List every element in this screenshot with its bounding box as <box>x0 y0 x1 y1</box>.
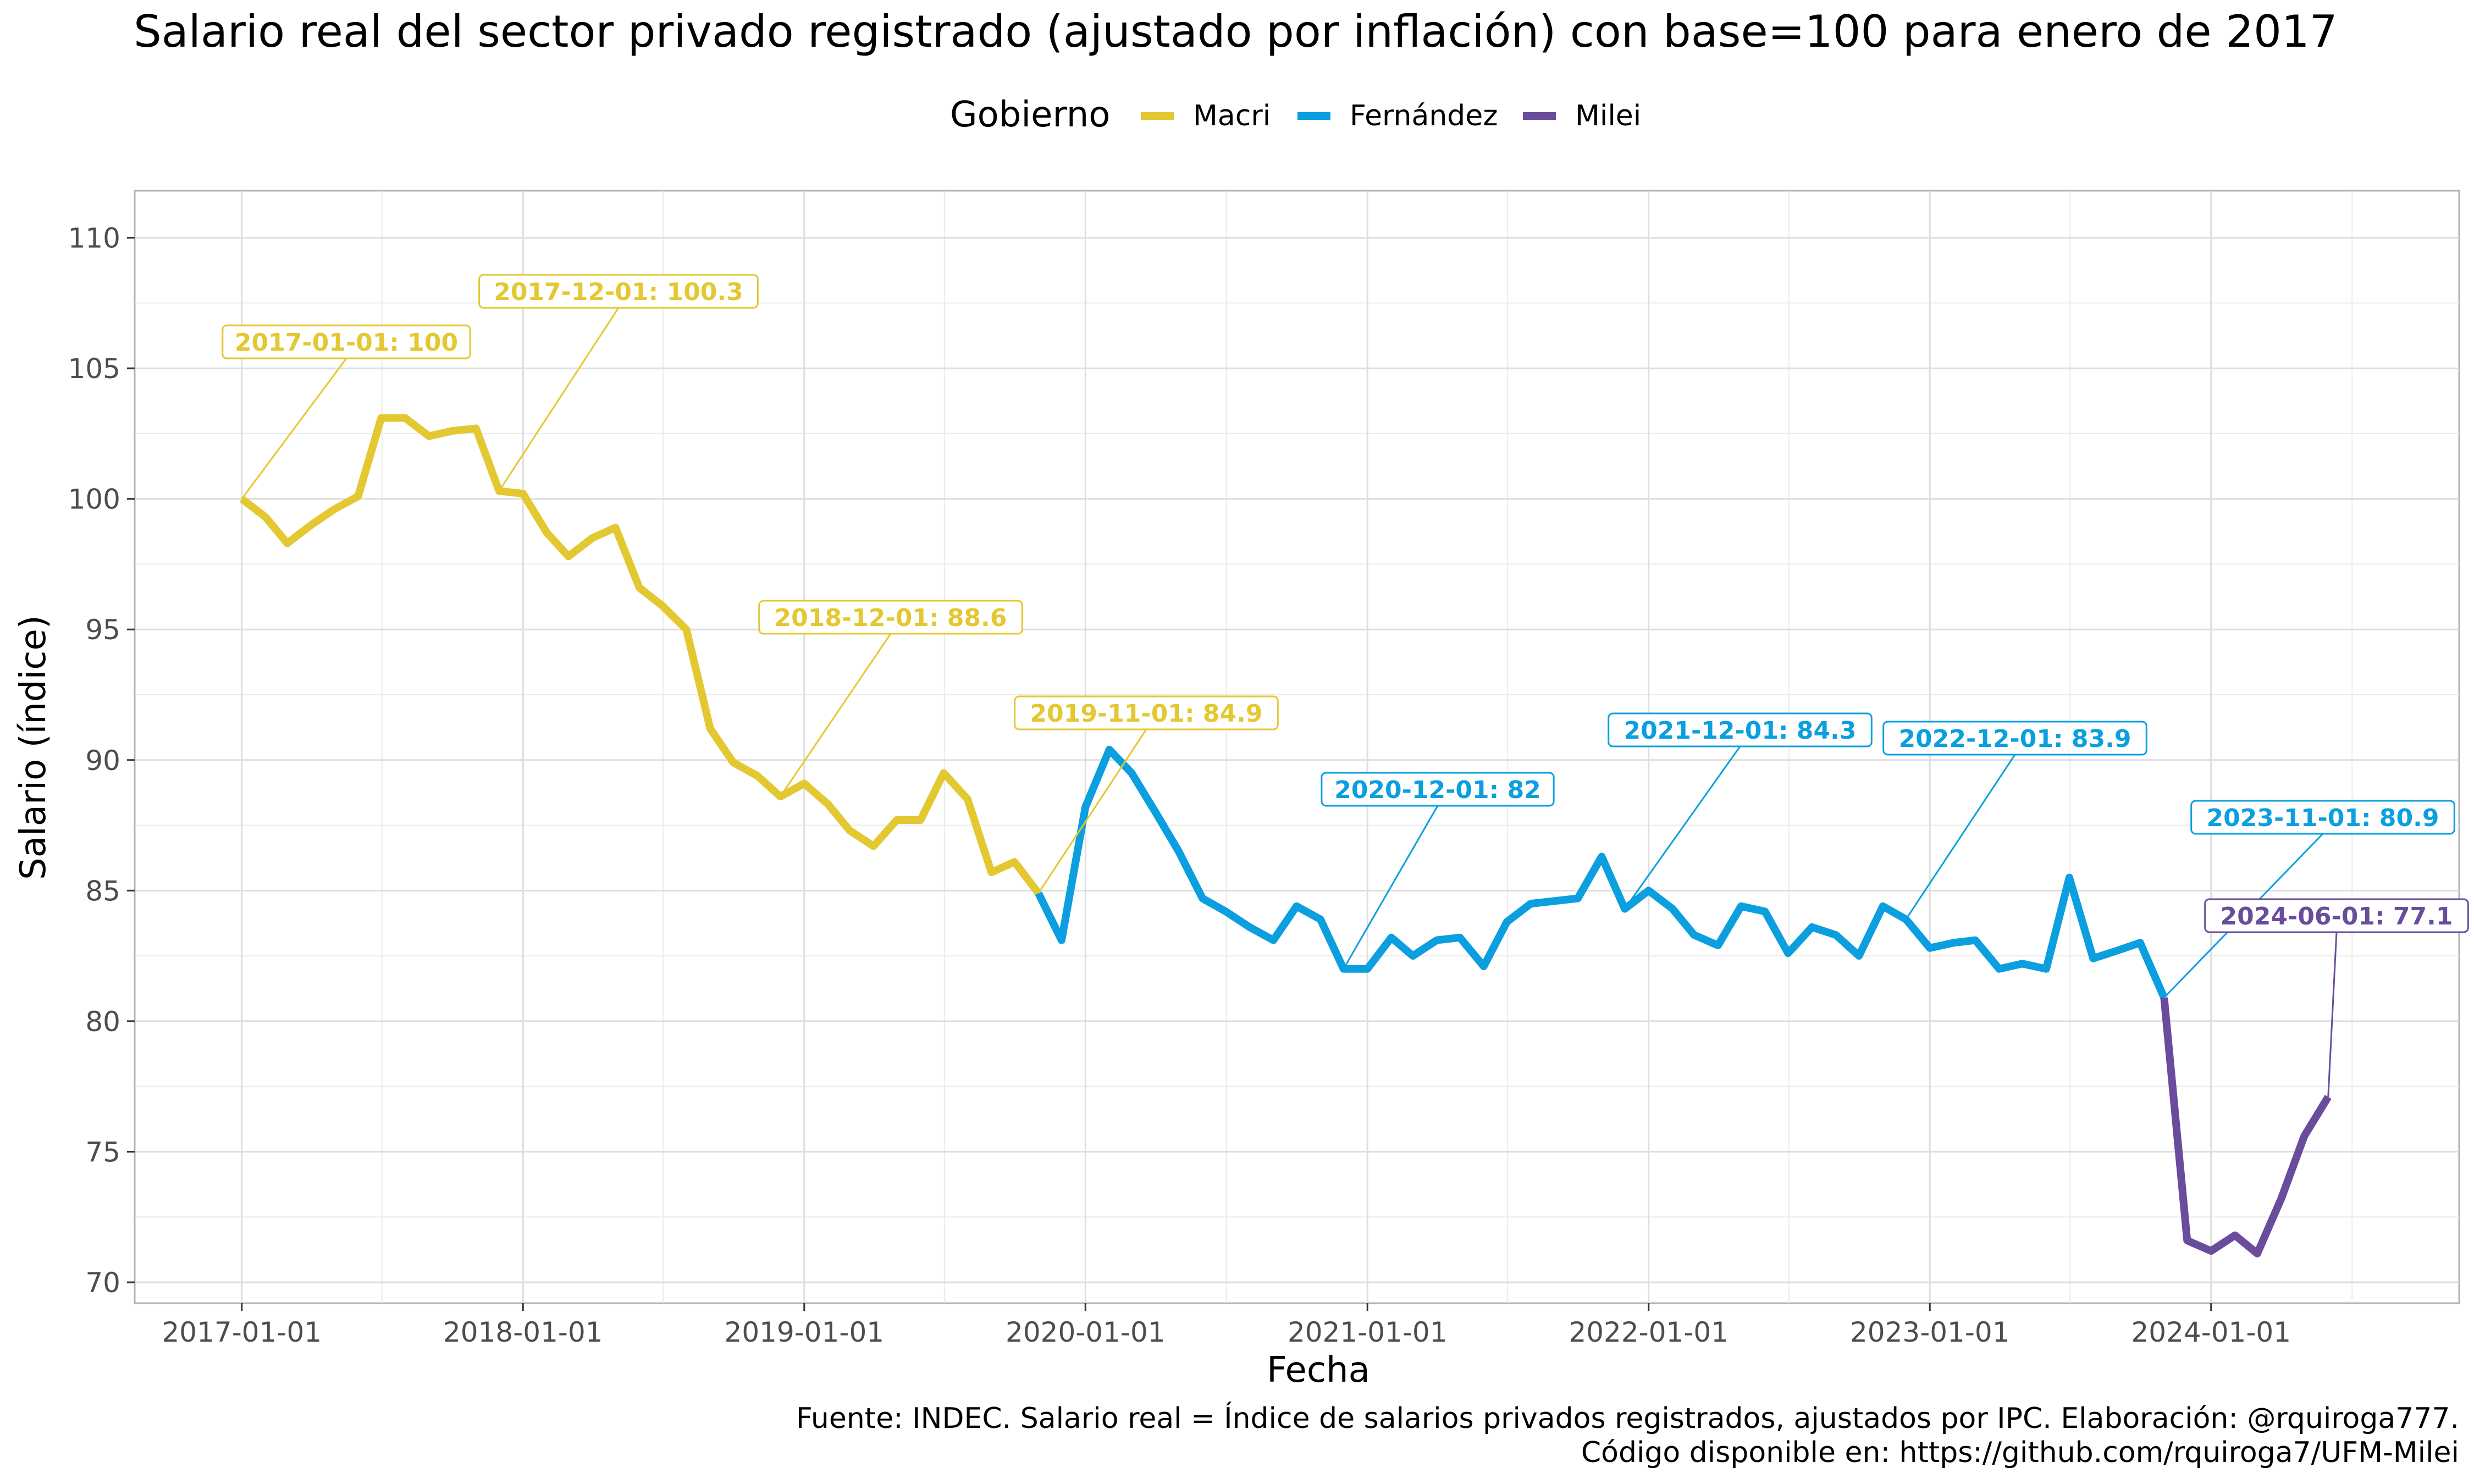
annotation-box <box>2204 898 2469 933</box>
series-line-milei <box>2160 997 2332 1258</box>
annotation-box <box>1608 712 1873 747</box>
legend-label: Fernández <box>1350 99 1498 132</box>
x-tick-label: 2024-01-01 <box>2131 1316 2291 1348</box>
x-tick-label: 2022-01-01 <box>1569 1316 1729 1348</box>
annotation-label: 2019-11-01: 84.9 <box>1030 700 1263 728</box>
y-tick-label: 85 <box>85 875 120 907</box>
y-tick-label: 100 <box>68 484 120 516</box>
legend-label: Milei <box>1575 99 1641 132</box>
annotation-box <box>1321 772 1555 807</box>
legend: Gobierno Macri Fernández Milei <box>950 95 1641 135</box>
y-tick-label: 95 <box>85 614 120 646</box>
x-tick-label: 2017-01-01 <box>162 1316 322 1348</box>
x-axis-title: Fecha <box>1267 1350 1370 1391</box>
annotation-label: 2017-12-01: 100.3 <box>494 278 743 306</box>
chart-title: Salario real del sector privado registra… <box>134 6 2338 57</box>
annotation-box <box>2190 800 2455 835</box>
annotation-connector <box>2327 932 2338 1097</box>
y-axis-title: Salario (índice) <box>13 615 54 880</box>
annotation-box <box>758 600 1023 635</box>
annotation-label: 2024-06-01: 77.1 <box>2221 902 2453 931</box>
x-tick-label: 2021-01-01 <box>1288 1316 1448 1348</box>
annotation-label: 2018-12-01: 88.6 <box>775 604 1007 632</box>
y-tick-label: 75 <box>85 1136 120 1168</box>
y-tick-label: 110 <box>68 223 120 254</box>
y-axis: 70 75 80 85 90 95 100 105 110 <box>68 223 135 1299</box>
annotation-connector <box>241 358 347 500</box>
annotation-box <box>478 274 759 309</box>
series-lines <box>239 414 2332 1258</box>
legend-title: Gobierno <box>950 95 1110 135</box>
y-tick-label: 90 <box>85 745 120 777</box>
annotation-label: 2020-12-01: 82 <box>1334 776 1541 804</box>
caption-source: Fuente: INDEC. Salario real = Índice de … <box>796 1402 2459 1435</box>
x-tick-label: 2018-01-01 <box>443 1316 603 1348</box>
annotation-connector <box>498 307 620 492</box>
annotations: 2017-01-01: 100 2017-12-01: 100.3 2018-12-… <box>222 274 2469 1097</box>
legend-label: Macri <box>1193 99 1271 132</box>
x-tick-label: 2020-01-01 <box>1006 1316 1166 1348</box>
y-tick-label: 80 <box>85 1006 120 1038</box>
annotation-connector <box>1624 746 1741 910</box>
series-line-macri <box>239 414 1042 896</box>
annotation-box <box>222 324 471 359</box>
x-tick-label: 2023-01-01 <box>1850 1316 2010 1348</box>
annotation-box <box>1014 695 1279 730</box>
annotation-label: 2021-12-01: 84.3 <box>1624 717 1857 745</box>
series-line-fernndez <box>1035 745 2168 999</box>
x-tick-label: 2019-01-01 <box>725 1316 885 1348</box>
annotation-connector <box>1905 754 2016 920</box>
annotation-label: 2022-12-01: 83.9 <box>1899 725 2131 753</box>
annotation-label: 2023-11-01: 80.9 <box>2207 804 2439 832</box>
y-tick-label: 105 <box>68 353 120 385</box>
y-tick-label: 70 <box>85 1267 120 1299</box>
annotation-connector <box>1037 729 1147 894</box>
caption-code: Código disponible en: https://github.com… <box>1581 1436 2459 1469</box>
annotation-connector <box>780 633 892 798</box>
x-axis: 2017-01-01 2018-01-01 2019-01-01 2020-01-01… <box>162 1303 2291 1348</box>
annotation-connector <box>1343 805 1439 970</box>
annotation-label: 2017-01-01: 100 <box>235 329 458 357</box>
annotation-box <box>1882 721 2147 756</box>
